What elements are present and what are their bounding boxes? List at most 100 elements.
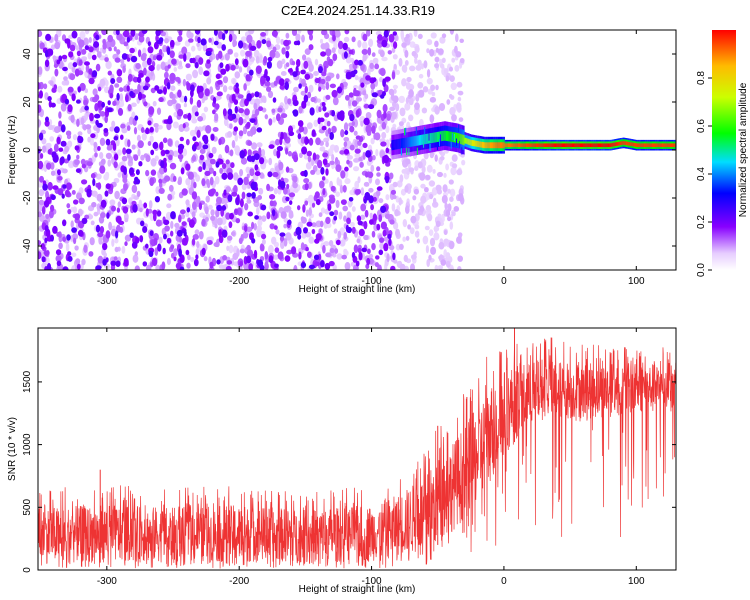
spectrogram-ridge-cell [443, 130, 445, 141]
spectrogram-noise-cell [38, 211, 42, 218]
spectrogram-noise-cell [420, 183, 426, 189]
spectrogram-noise-cell [246, 244, 251, 251]
spectrogram-noise-cell [358, 156, 363, 162]
spectrogram-noise-cell [232, 40, 236, 48]
spectrogram-ridge-cell [601, 143, 603, 148]
spectrogram-ridge-cell [415, 135, 417, 146]
spectrogram-noise-cell [101, 101, 105, 108]
spectrogram-ridge-cell [459, 133, 461, 144]
spectrogram-noise-cell [187, 171, 194, 180]
spectrogram-ridge-cell [587, 143, 589, 148]
spectrogram-noise-cell [81, 179, 88, 185]
spectrogram-noise-cell [443, 172, 447, 178]
spectrogram-noise-cell [55, 249, 62, 256]
spectrogram-noise-cell [115, 260, 121, 268]
spectrogram-noise-cell [292, 99, 299, 107]
spectrogram-noise-cell [449, 266, 454, 270]
spectrogram-noise-cell [191, 191, 198, 200]
spectrogram-noise-cell [327, 127, 332, 135]
spectrogram-noise-cell [447, 216, 452, 222]
spectrogram-noise-cell [87, 128, 92, 135]
spectrogram-ridge-cell [539, 143, 541, 148]
spectrogram-noise-cell [295, 226, 302, 236]
spectrogram-ridge-cell [633, 142, 636, 147]
spectrogram-noise-cell [383, 242, 389, 252]
spectrogram-noise-cell [346, 217, 351, 225]
spectrogram-noise-cell [153, 212, 157, 222]
spectrogram-noise-cell [89, 112, 94, 122]
spectrogram-noise-cell [416, 238, 420, 244]
spectrogram-noise-cell [362, 151, 366, 160]
spectrogram-noise-cell [284, 81, 290, 91]
spectrogram-noise-cell [58, 111, 62, 119]
spectrogram-noise-cell [380, 94, 385, 99]
spectrogram-noise-cell [222, 85, 228, 93]
spectrogram-noise-cell [94, 152, 98, 158]
spectrogram-noise-cell [365, 75, 371, 81]
spectrogram-noise-cell [194, 61, 199, 69]
spectrogram-noise-cell [382, 154, 390, 164]
spectrogram-noise-cell [323, 137, 330, 143]
spectrogram-noise-cell [433, 232, 440, 241]
spectrogram-noise-cell [301, 82, 307, 87]
spectrogram-ridge-cell [558, 143, 560, 148]
spectrogram-noise-cell [245, 255, 252, 264]
spectrogram-noise-cell [375, 255, 380, 260]
spectrogram-noise-cell [378, 249, 384, 256]
spectrogram-noise-cell [149, 126, 154, 133]
spectrogram-noise-cell [348, 92, 354, 98]
spectrogram-noise-cell [38, 251, 42, 260]
spectrogram-noise-cell [191, 155, 197, 162]
spectrogram-noise-cell [100, 199, 107, 208]
spectrogram-noise-cell [177, 78, 181, 84]
spectrogram-x-axis-label: Height of straight line (km) [299, 284, 416, 295]
spectrogram-ridge-cell [404, 128, 406, 136]
spectrogram-noise-cell [423, 151, 429, 160]
spectrogram-noise-cell [156, 107, 162, 115]
spectrogram-ridge-cell [591, 143, 593, 148]
spectrogram-noise-cell [301, 34, 305, 43]
spectrogram-noise-cell [213, 170, 217, 177]
spectrogram-noise-cell [123, 183, 128, 191]
spectrogram-noise-cell [240, 157, 248, 165]
spectrogram-noise-cell [137, 49, 142, 58]
spectrogram-ridge-cell [469, 139, 471, 146]
spectrogram-noise-cell [288, 192, 296, 198]
spectrogram-ridge-cell [474, 140, 476, 147]
spectrogram-noise-cell [67, 86, 74, 93]
spectrogram-noise-cell [314, 58, 319, 66]
spectrogram-noise-cell [264, 262, 269, 270]
spectrogram-noise-cell [303, 178, 310, 184]
spectrogram-noise-cell [71, 93, 76, 102]
spectrogram-noise-cell [224, 144, 230, 154]
spectrogram-noise-cell [323, 241, 330, 247]
spectrogram-noise-cell [95, 63, 101, 72]
spectrogram-noise-cell [307, 194, 314, 204]
spectrogram-noise-cell [52, 55, 57, 60]
spectrogram-noise-cell [121, 127, 128, 134]
spectrogram-ridge-cell [668, 143, 671, 148]
spectrogram-ridge-cell [631, 142, 633, 147]
spectrogram-ridge-cell [646, 143, 648, 148]
spectrogram-noise-cell [392, 95, 399, 104]
spectrogram-ridge-cell [623, 141, 625, 145]
spectrogram-noise-cell [343, 36, 350, 43]
spectrogram-noise-cell [78, 39, 85, 48]
spectrogram-ridge-cell [499, 142, 501, 149]
spectrogram-noise-cell [245, 226, 253, 233]
spectrogram-noise-cell [198, 57, 204, 65]
spectrogram-noise-cell [142, 261, 148, 267]
spectrogram-ridge-cell [456, 138, 458, 146]
spectrogram-noise-cell [304, 200, 309, 206]
spectrogram-noise-cell [45, 116, 49, 123]
spectrogram-noise-cell [251, 221, 255, 230]
spectrogram-noise-cell [435, 184, 442, 192]
spectrogram-noise-cell [353, 244, 359, 253]
spectrogram-noise-cell [360, 214, 366, 220]
spectrogram-noise-cell [353, 130, 358, 136]
spectrogram-noise-cell [189, 96, 194, 105]
spectrogram-ridge-cell [609, 143, 611, 148]
spectrogram-noise-cell [357, 40, 362, 48]
spectrogram-noise-cell [190, 84, 195, 93]
spectrogram-noise-cell [415, 64, 422, 71]
